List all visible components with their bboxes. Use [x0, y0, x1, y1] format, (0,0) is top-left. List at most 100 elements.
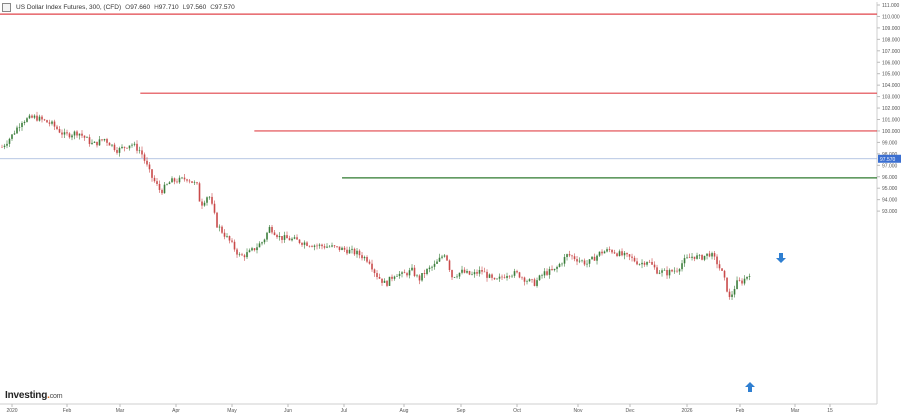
candle-body[interactable] [191, 181, 193, 183]
candle-body[interactable] [441, 256, 443, 258]
candle-body[interactable] [713, 253, 716, 257]
candle-body[interactable] [676, 270, 678, 272]
candle-body[interactable] [36, 115, 38, 121]
candle-body[interactable] [486, 271, 488, 278]
candle-body[interactable] [453, 277, 456, 278]
candle-body[interactable] [108, 142, 111, 146]
candle-body[interactable] [271, 226, 273, 233]
candle-body[interactable] [538, 275, 541, 281]
candle-body[interactable] [161, 189, 163, 194]
candle-body[interactable] [493, 277, 496, 280]
candle-body[interactable] [91, 142, 93, 144]
candle-body[interactable] [266, 232, 268, 240]
candle-body[interactable] [578, 260, 581, 262]
candle-body[interactable] [33, 115, 36, 118]
candle-body[interactable] [686, 257, 688, 259]
candle-body[interactable] [313, 245, 316, 247]
candle-body[interactable] [343, 247, 346, 250]
candle-body[interactable] [368, 261, 371, 264]
candle-body[interactable] [663, 270, 666, 271]
candle-body[interactable] [206, 197, 208, 203]
candle-body[interactable] [736, 280, 738, 290]
candle-body[interactable] [141, 150, 143, 155]
candle-body[interactable] [626, 252, 628, 255]
candle-body[interactable] [491, 274, 493, 278]
candle-body[interactable] [508, 275, 511, 277]
candle-body[interactable] [373, 269, 376, 274]
candle-body[interactable] [48, 122, 51, 124]
candle-body[interactable] [106, 139, 108, 143]
candle-body[interactable] [461, 269, 463, 273]
candle-body[interactable] [596, 255, 598, 261]
candle-body[interactable] [166, 184, 168, 185]
candle-body[interactable] [118, 148, 121, 153]
candle-body[interactable] [321, 244, 323, 247]
candle-body[interactable] [471, 274, 473, 275]
candle-body[interactable] [173, 178, 176, 182]
candle-body[interactable] [443, 255, 446, 257]
candle-body[interactable] [236, 249, 238, 255]
candle-body[interactable] [243, 255, 246, 258]
candle-body[interactable] [381, 278, 383, 283]
candle-body[interactable] [213, 203, 216, 213]
candle-body[interactable] [411, 267, 413, 271]
candle-body[interactable] [143, 154, 146, 161]
candle-body[interactable] [613, 252, 616, 254]
candle-body[interactable] [723, 270, 726, 278]
candle-body[interactable] [558, 263, 561, 267]
candle-body[interactable] [336, 246, 338, 247]
candle-body[interactable] [18, 126, 21, 128]
candle-body[interactable] [176, 181, 178, 183]
candle-body[interactable] [711, 253, 713, 257]
candle-body[interactable] [28, 115, 31, 119]
candle-body[interactable] [93, 141, 96, 143]
candle-body[interactable] [128, 145, 131, 149]
candle-body[interactable] [541, 275, 543, 276]
candle-body[interactable] [183, 177, 186, 180]
candle-body[interactable] [246, 252, 248, 258]
candle-body[interactable] [101, 139, 103, 141]
candle-body[interactable] [543, 271, 546, 276]
candle-body[interactable] [153, 177, 156, 182]
candle-body[interactable] [138, 150, 141, 152]
candle-body[interactable] [586, 263, 588, 265]
candle-body[interactable] [621, 251, 623, 256]
candle-body[interactable] [366, 257, 368, 262]
candle-body[interactable] [623, 252, 626, 256]
candle-body[interactable] [633, 257, 636, 262]
candle-body[interactable] [528, 279, 531, 282]
candle-body[interactable] [136, 143, 138, 151]
candle-body[interactable] [678, 269, 681, 272]
candle-body[interactable] [703, 255, 706, 260]
candle-body[interactable] [666, 270, 668, 276]
candle-body[interactable] [693, 256, 696, 259]
candle-body[interactable] [553, 268, 556, 271]
candle-body[interactable] [536, 280, 538, 286]
candle-body[interactable] [386, 280, 388, 286]
candle-body[interactable] [546, 271, 548, 275]
candle-body[interactable] [593, 256, 596, 261]
candle-body[interactable] [673, 270, 676, 272]
candle-body[interactable] [73, 131, 76, 136]
candle-body[interactable] [563, 257, 566, 264]
candle-body[interactable] [163, 184, 166, 194]
candle-body[interactable] [151, 169, 153, 178]
candle-body[interactable] [81, 133, 83, 136]
candle-body[interactable] [446, 255, 448, 261]
candle-body[interactable] [113, 144, 116, 151]
candle-body[interactable] [456, 276, 458, 278]
candle-body[interactable] [248, 250, 251, 253]
candle-body[interactable] [618, 251, 621, 256]
candle-body[interactable] [83, 135, 86, 138]
candle-body[interactable] [218, 226, 221, 228]
candle-body[interactable] [31, 115, 33, 118]
candle-body[interactable] [303, 242, 306, 245]
candle-body[interactable] [331, 245, 333, 247]
candle-body[interactable] [533, 279, 536, 286]
candle-body[interactable] [16, 127, 18, 134]
candle-body[interactable] [523, 277, 526, 282]
candle-body[interactable] [653, 264, 656, 268]
candle-body[interactable] [611, 250, 613, 253]
candle-body[interactable] [418, 275, 421, 281]
candle-body[interactable] [406, 273, 408, 276]
